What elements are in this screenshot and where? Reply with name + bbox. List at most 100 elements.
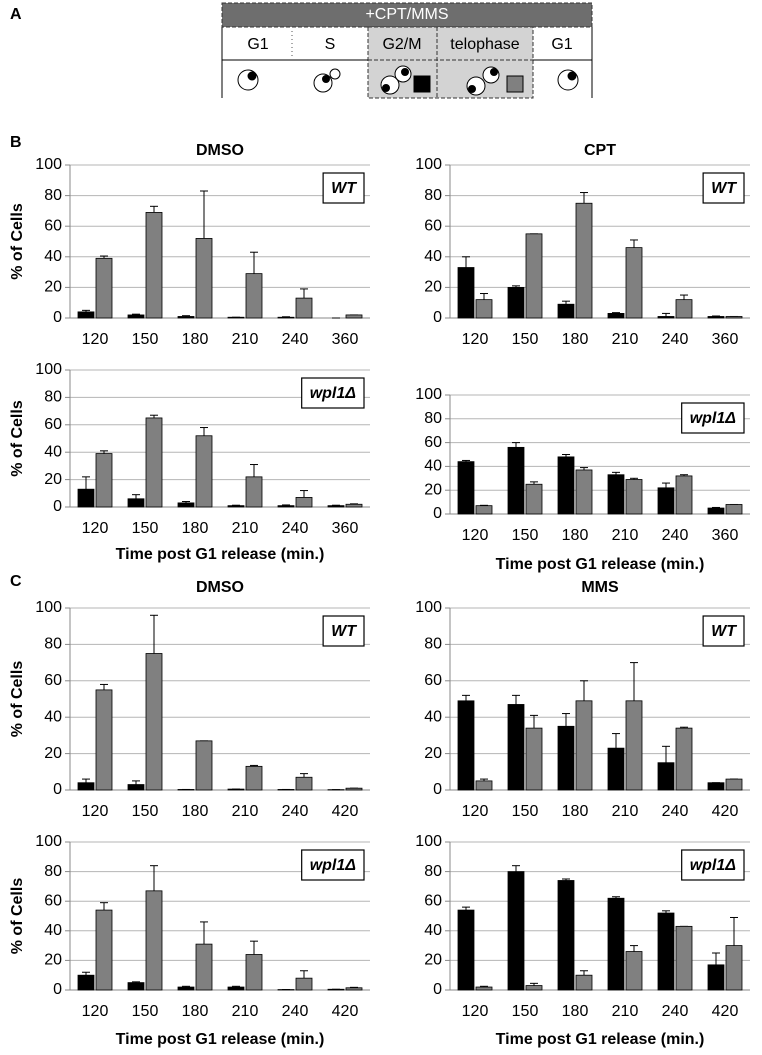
y-tick-label: 80 (424, 636, 442, 653)
bar (77, 782, 95, 791)
y-tick-label: 40 (44, 708, 62, 725)
y-tick-label: 40 (424, 248, 442, 265)
y-tick-label: 100 (35, 156, 62, 173)
strain-label: WT (711, 180, 737, 197)
bar (127, 314, 145, 319)
x-tick-label: 240 (282, 331, 309, 348)
chart: 0 20 40 60 80 100 120 150 180 210 240 420 DMSO % of C… (9, 579, 370, 820)
bar (457, 909, 475, 991)
y-tick-label: 20 (44, 952, 62, 969)
x-tick-label: 420 (712, 803, 739, 820)
bar (525, 233, 543, 319)
bar (675, 925, 693, 991)
label-box (301, 377, 365, 409)
bar (675, 299, 693, 319)
strain-label: wpl1Δ (690, 857, 737, 874)
x-tick-label: 120 (82, 331, 109, 348)
y-tick-label: 60 (44, 217, 62, 234)
chart-title: DMSO (196, 142, 244, 159)
chart-title: CPT (584, 142, 616, 159)
bar (625, 951, 643, 991)
bar (457, 461, 475, 515)
bar (475, 986, 493, 991)
bar (575, 469, 593, 515)
y-tick-label: 20 (424, 952, 442, 969)
bar (507, 286, 525, 319)
bar (507, 704, 525, 791)
bar (657, 316, 675, 319)
bar (127, 982, 145, 991)
label-box (681, 849, 745, 881)
x-tick-label: 150 (512, 1003, 539, 1020)
y-axis-label: % of Cells (9, 878, 26, 955)
header-text: +CPT/MMS (365, 6, 448, 23)
bar (625, 247, 643, 319)
y-tick-label: 20 (44, 745, 62, 762)
bar (675, 475, 693, 515)
x-tick-label: 120 (462, 1003, 489, 1020)
x-tick-label: 180 (562, 527, 589, 544)
bar (607, 313, 625, 319)
label-box (322, 615, 365, 647)
strain-label: wpl1Δ (690, 410, 737, 427)
x-tick-label: 180 (562, 803, 589, 820)
y-tick-label: 80 (44, 863, 62, 880)
y-tick-label: 100 (415, 156, 442, 173)
x-tick-label: 150 (512, 331, 539, 348)
bar (557, 303, 575, 319)
y-tick-label: 100 (415, 599, 442, 616)
y-tick-label: 100 (35, 833, 62, 850)
y-tick-label: 20 (424, 279, 442, 296)
x-axis-label: Time post G1 release (min.) (116, 1031, 325, 1048)
x-tick-label: 360 (332, 331, 359, 348)
bar (295, 297, 313, 319)
bar (227, 986, 245, 991)
y-tick-label: 60 (44, 672, 62, 689)
panel-label: C (10, 573, 22, 590)
bar (195, 943, 213, 991)
bar (625, 479, 643, 515)
bar (475, 505, 493, 515)
bar (277, 789, 295, 791)
x-tick-label: 150 (512, 527, 539, 544)
bar (345, 987, 363, 991)
bar (707, 316, 725, 319)
bar (327, 988, 345, 991)
x-tick-label: 120 (462, 331, 489, 348)
bar (725, 945, 743, 991)
x-tick-label: 240 (282, 1003, 309, 1020)
bar (245, 765, 263, 791)
phase-label: G1 (551, 36, 572, 53)
bar (195, 740, 213, 791)
x-tick-label: 150 (132, 520, 159, 537)
x-tick-label: 420 (332, 1003, 359, 1020)
x-tick-label: 210 (612, 803, 639, 820)
x-tick-label: 180 (182, 331, 209, 348)
bar (475, 780, 493, 791)
bar (707, 782, 725, 791)
x-tick-label: 210 (232, 1003, 259, 1020)
y-tick-label: 0 (433, 309, 442, 326)
bar (77, 974, 95, 991)
header-box (221, 2, 593, 28)
x-tick-label: 120 (82, 803, 109, 820)
y-tick-label: 60 (44, 892, 62, 909)
bar (507, 871, 525, 991)
bar (327, 505, 345, 508)
x-tick-label: 150 (132, 1003, 159, 1020)
bar (557, 725, 575, 791)
phase-label: S (325, 36, 336, 53)
x-tick-label: 360 (712, 527, 739, 544)
x-tick-label: 210 (612, 1003, 639, 1020)
bar (707, 964, 725, 991)
x-tick-label: 240 (662, 331, 689, 348)
bar (295, 977, 313, 991)
label-box (301, 849, 365, 881)
bar (607, 747, 625, 791)
bar (657, 487, 675, 515)
x-tick-label: 180 (562, 1003, 589, 1020)
bar (625, 700, 643, 791)
y-tick-label: 80 (44, 389, 62, 406)
x-tick-label: 180 (182, 520, 209, 537)
